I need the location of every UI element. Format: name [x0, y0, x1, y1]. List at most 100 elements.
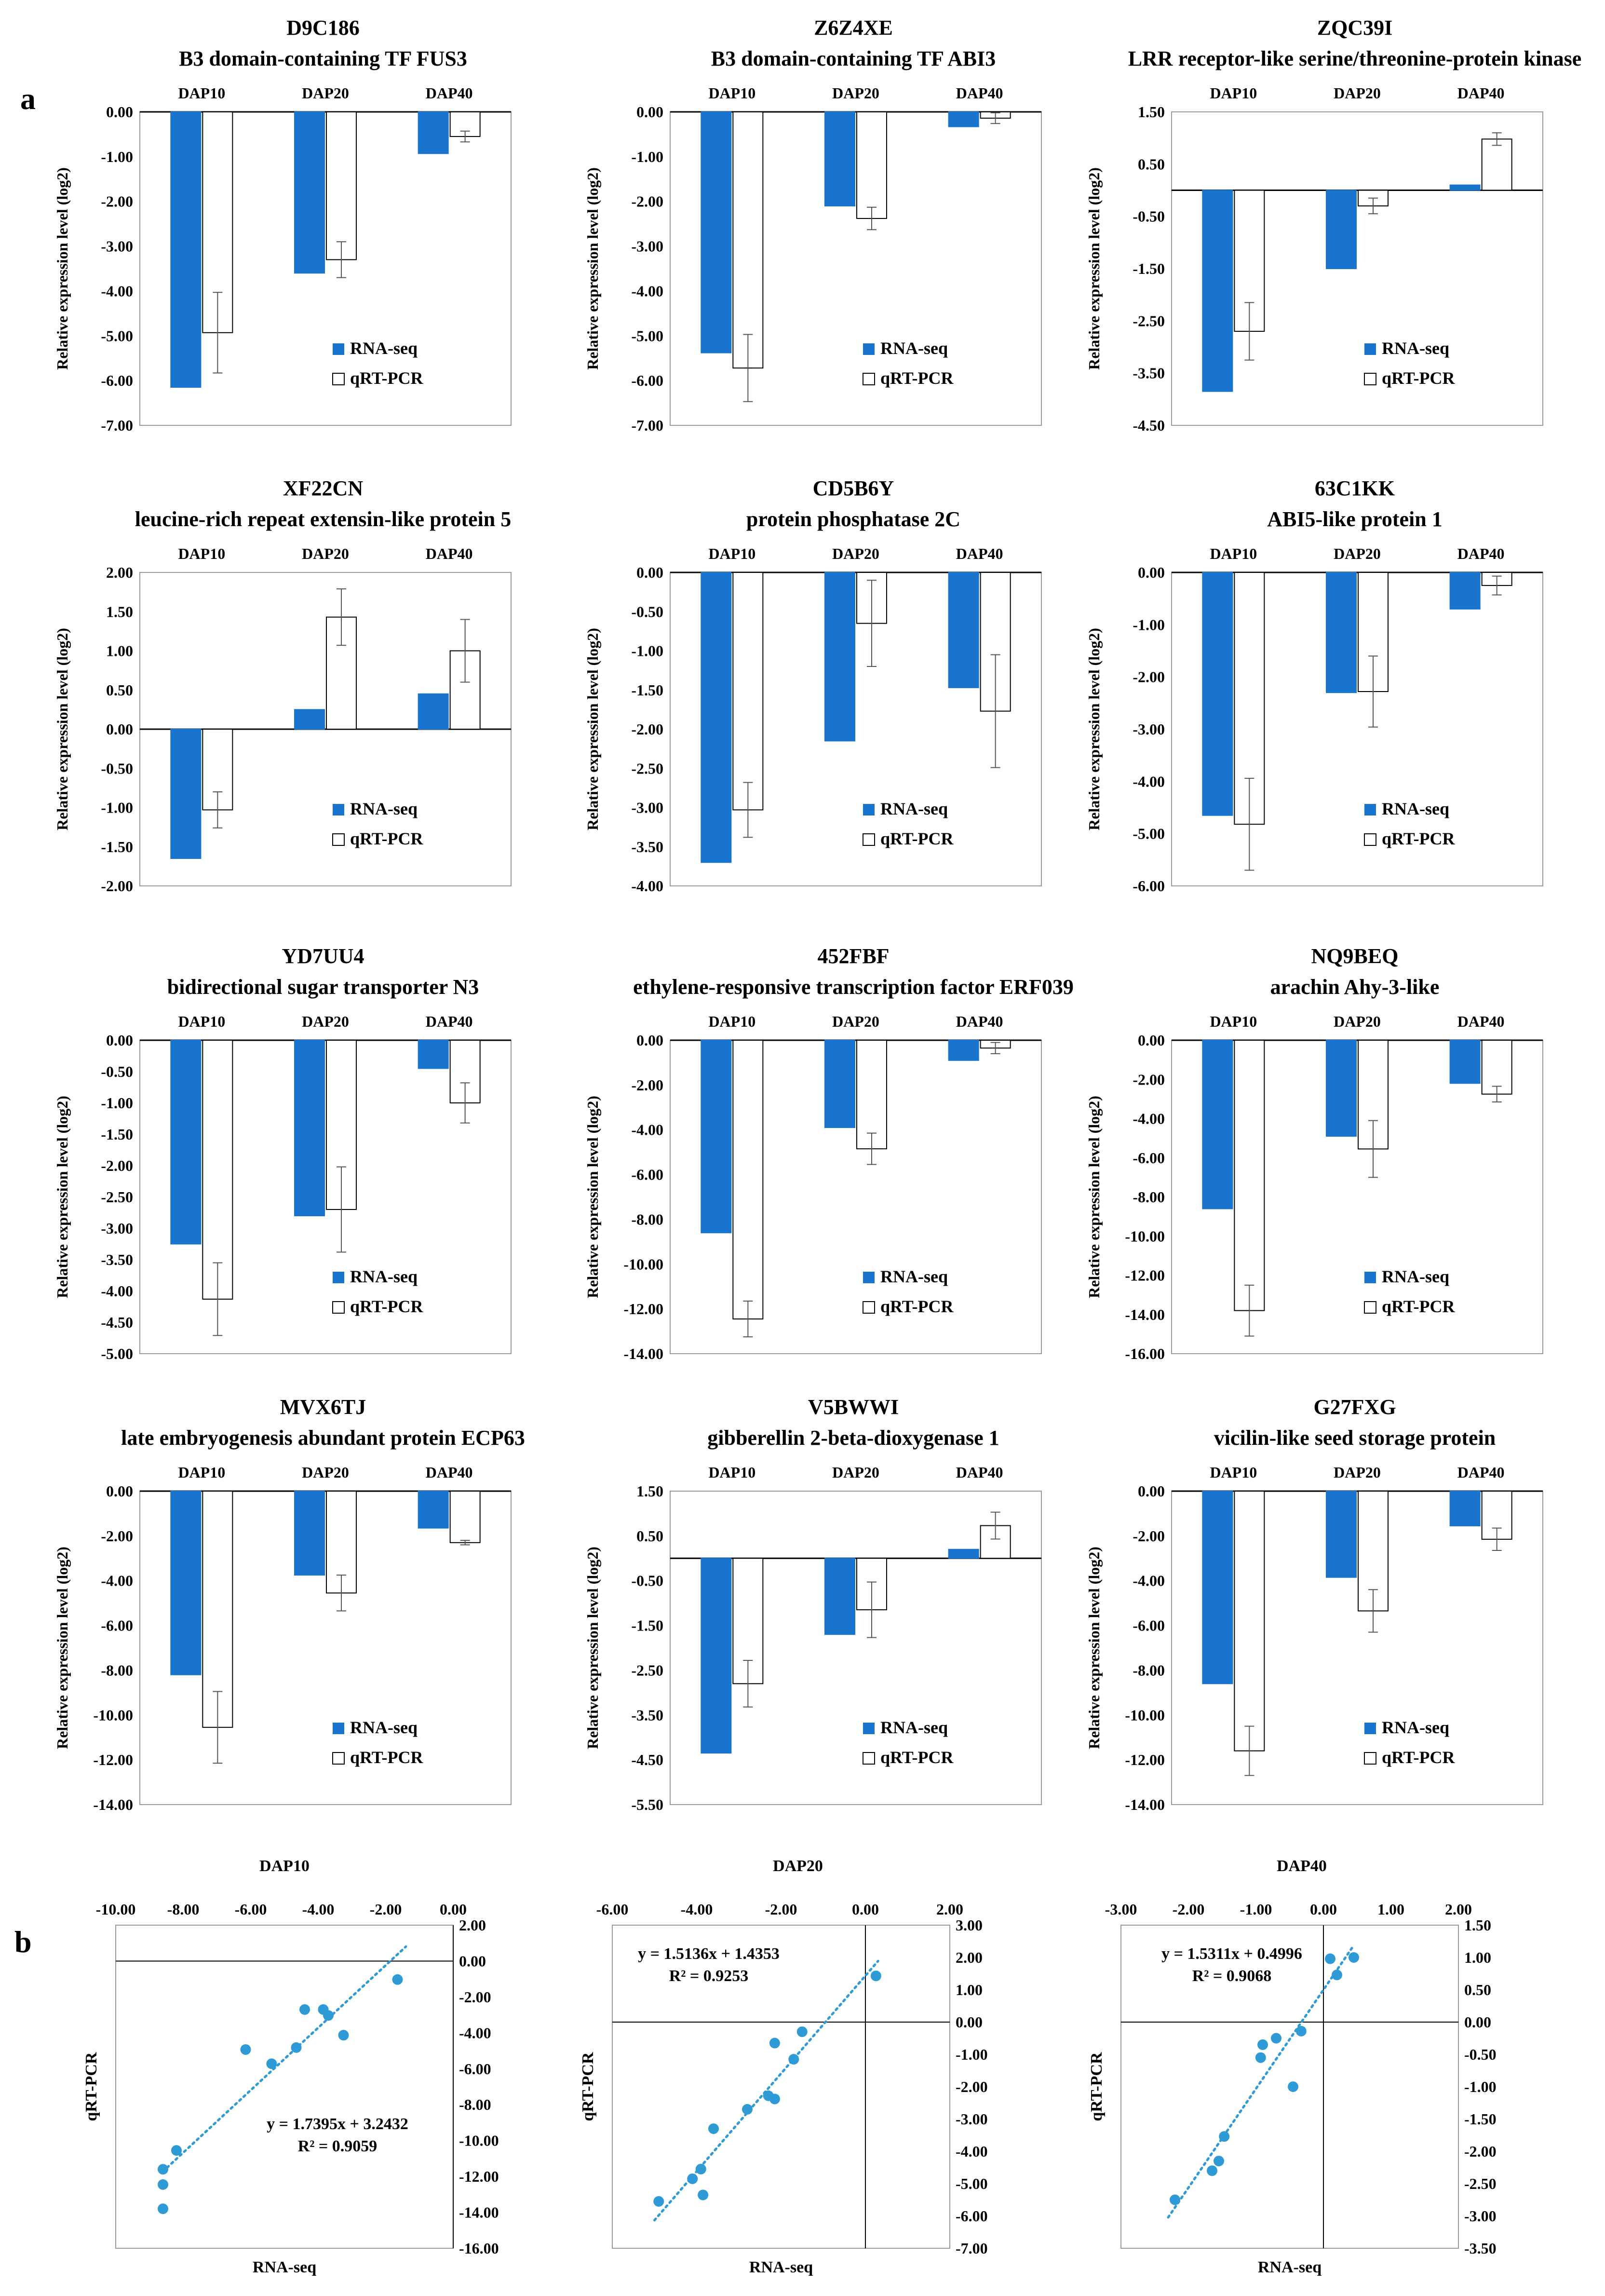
rna-seq-bar-DAP10: [1202, 190, 1233, 392]
y-tick-label: -12.00: [1125, 1267, 1165, 1284]
y-tick-label: -4.00: [956, 2143, 988, 2160]
legend-label-rna-seq: RNA-seq: [1382, 1718, 1449, 1737]
y-tick-label: -5.00: [1133, 825, 1165, 842]
rna-seq-bar-DAP40: [1449, 1040, 1481, 1084]
rna-seq-bar-DAP10: [170, 1491, 202, 1675]
y-tick-label: -3.50: [631, 1706, 663, 1724]
y-tick-label: -12.00: [93, 1751, 133, 1768]
bar-chart-XF22CN: XF22CN leucine-rich repeat extensin-like …: [54, 476, 512, 895]
y-tick-label: 0.50: [636, 1527, 663, 1545]
scatter-chart-DAP10: DAP10-10.00 -8.00 -6.00 -4.00 -2.00 0.002.000…: [82, 1857, 499, 2276]
y-tick-label: -2.50: [631, 760, 663, 777]
x-tick-label: -6.00: [596, 1901, 629, 1918]
chart-title-id: 63C1KK: [1315, 476, 1395, 500]
legend-label-rna-seq: RNA-seq: [350, 799, 418, 818]
rna-seq-bar-DAP10: [170, 729, 202, 859]
legend-label-qrt-pcr: qRT-PCR: [880, 1297, 954, 1316]
legend-swatch-rna-seq: [863, 343, 875, 355]
y-tick-label: -12.00: [459, 2168, 499, 2185]
chart-title-id: NQ9BEQ: [1311, 944, 1399, 968]
rna-seq-bar-DAP10: [701, 1040, 732, 1234]
legend-label-rna-seq: RNA-seq: [350, 1718, 418, 1737]
y-tick-label: -12.00: [623, 1300, 663, 1318]
y-tick-label: 0.00: [106, 1032, 133, 1049]
category-label: DAP40: [1457, 84, 1505, 102]
rna-seq-bar-DAP20: [824, 572, 855, 742]
y-tick-label: -5.00: [631, 327, 663, 344]
data-point: [687, 2173, 698, 2184]
y-tick-label: 1.00: [106, 642, 133, 660]
y-tick-label: -2.00: [1133, 668, 1165, 686]
rna-seq-bar-DAP40: [948, 572, 979, 688]
y-tick-label: -1.00: [1133, 616, 1165, 633]
rna-seq-bar-DAP20: [1326, 1040, 1357, 1137]
x-axis-label: RNA-seq: [749, 2258, 813, 2276]
y-tick-label: -16.00: [1125, 1345, 1165, 1362]
data-point: [323, 2010, 334, 2021]
legend-swatch-qrt-pcr: [332, 1752, 345, 1765]
legend-swatch-qrt-pcr: [1364, 833, 1376, 846]
y-tick-label: -4.50: [631, 1751, 663, 1768]
y-tick-label: -3.50: [631, 838, 663, 856]
data-point: [1214, 2156, 1224, 2167]
y-tick-label: -2.50: [1133, 312, 1165, 329]
category-label: DAP20: [302, 1464, 349, 1481]
data-point: [870, 1970, 881, 1982]
y-axis-label: Relative expression level (log2): [54, 167, 71, 370]
category-label: DAP10: [1210, 84, 1257, 102]
x-tick-label: -4.00: [302, 1901, 335, 1918]
y-tick-label: -1.50: [1464, 2110, 1497, 2128]
qrt-pcr-bar-DAP40: [449, 1491, 481, 1543]
data-point: [266, 2058, 277, 2069]
y-tick-label: -3.50: [101, 1251, 133, 1268]
category-label: DAP20: [1334, 545, 1381, 562]
y-tick-label: -14.00: [93, 1796, 133, 1813]
x-tick-label: 1.00: [1377, 1901, 1404, 1918]
y-tick-label: -8.00: [101, 1661, 133, 1679]
x-tick-label: 0.00: [1310, 1901, 1337, 1918]
y-tick-label: 1.50: [1138, 103, 1165, 121]
y-tick-label: -0.50: [101, 760, 133, 777]
category-label: DAP10: [178, 1013, 225, 1030]
y-axis-label: qRT-PCR: [579, 2052, 597, 2121]
y-tick-label: -2.00: [101, 877, 133, 895]
y-axis-label: Relative expression level (log2): [1085, 628, 1103, 830]
data-point: [1170, 2194, 1180, 2205]
category-label: DAP20: [302, 545, 349, 562]
chart-title-description: ABI5-like protein 1: [1267, 507, 1442, 531]
y-tick-label: -2.00: [1464, 2143, 1497, 2160]
legend-label-qrt-pcr: qRT-PCR: [880, 1748, 954, 1767]
chart-title-description: B3 domain-containing TF FUS3: [179, 47, 467, 70]
y-tick-label: 0.00: [1138, 1482, 1165, 1500]
rna-seq-bar-DAP40: [1449, 184, 1481, 191]
trendline-equation: y = 1.7395x + 3.2432: [267, 2115, 408, 2133]
y-tick-label: -10.00: [623, 1255, 663, 1273]
rna-seq-bar-DAP20: [1326, 190, 1357, 269]
rna-seq-bar-DAP40: [1449, 572, 1481, 610]
y-tick-label: 0.00: [636, 564, 663, 581]
chart-title-id: Z6Z4XE: [814, 16, 893, 40]
y-tick-label: -1.00: [631, 148, 663, 165]
y-tick-label: 2.00: [106, 564, 133, 581]
y-tick-label: -14.00: [459, 2204, 499, 2221]
y-tick-label: -1.00: [101, 148, 133, 165]
chart-title-id: YD7UU4: [282, 944, 364, 968]
y-tick-label: -1.50: [1133, 260, 1165, 277]
y-tick-label: -3.00: [101, 1220, 133, 1237]
chart-title-description: late embryogenesis abundant protein ECP6…: [121, 1426, 525, 1450]
y-tick-label: -5.50: [631, 1796, 663, 1813]
chart-title-description: ethylene-responsive transcription factor…: [633, 975, 1074, 999]
category-label: DAP10: [1210, 1013, 1257, 1030]
y-tick-label: 0.00: [106, 103, 133, 121]
legend-swatch-rna-seq: [863, 804, 875, 815]
legend-swatch-rna-seq: [333, 1272, 344, 1283]
y-tick-label: -4.50: [1133, 417, 1165, 434]
qrt-pcr-bar-DAP10: [202, 1040, 233, 1300]
data-point: [1271, 2033, 1281, 2044]
y-tick-label: -2.00: [459, 1988, 491, 2006]
bar-chart-452FBF: 452FBF ethylene-responsive transcription …: [584, 944, 1074, 1362]
legend-swatch-rna-seq: [333, 804, 344, 815]
y-tick-label: -5.00: [101, 327, 133, 344]
y-tick-label: -3.00: [1133, 720, 1165, 738]
